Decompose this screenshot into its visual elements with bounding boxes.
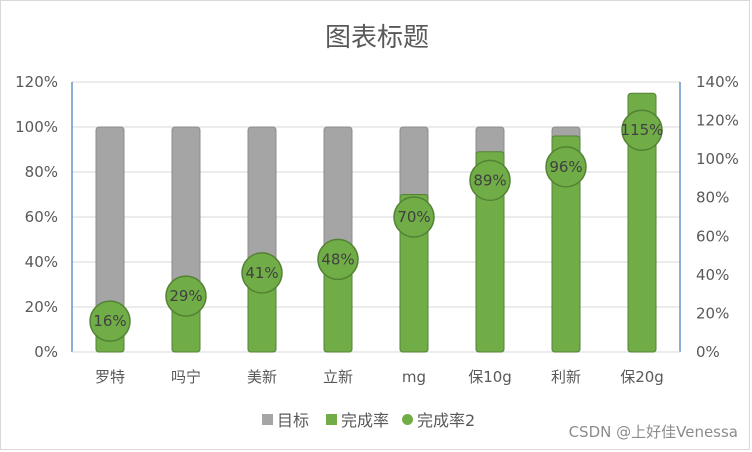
- completion-marker: [469, 159, 511, 202]
- data-label: 96%: [549, 158, 582, 176]
- x-category-label: 美新: [247, 368, 277, 386]
- completion-marker: [241, 252, 283, 294]
- legend-swatch: [402, 414, 413, 425]
- x-category-label: 保20g: [620, 368, 664, 386]
- data-label: 70%: [397, 208, 430, 226]
- completion-marker: [317, 238, 359, 281]
- completion-bar: [627, 92, 657, 353]
- completion-bar: [551, 135, 581, 353]
- completion-marker: [621, 109, 663, 151]
- y-right-tick-label: 100%: [696, 150, 739, 168]
- y-right-tick-label: 120%: [696, 112, 739, 130]
- y-left-tick-label: 80%: [25, 163, 58, 181]
- y-right-tick-label: 60%: [696, 227, 729, 245]
- legend-swatch: [262, 414, 273, 425]
- y-left-tick-label: 40%: [25, 253, 58, 271]
- x-category-label: 保10g: [468, 368, 512, 386]
- completion-marker: [89, 300, 131, 342]
- legend-label: 目标: [277, 411, 309, 430]
- x-category-label: 立新: [323, 368, 353, 386]
- y-left-tick-label: 60%: [25, 208, 58, 226]
- legend-label: 完成率2: [417, 411, 475, 430]
- x-category-label: 吗宁: [171, 368, 201, 386]
- data-label: 48%: [321, 250, 354, 268]
- y-right-tick-label: 20%: [696, 304, 729, 322]
- chart-title: 图表标题: [325, 23, 429, 53]
- y-right-tick-label: 140%: [696, 73, 739, 91]
- x-category-label: 利新: [551, 368, 581, 386]
- completion-bar: [475, 151, 505, 353]
- y-left-tick-label: 0%: [34, 343, 58, 361]
- completion-marker: [165, 275, 207, 317]
- y-right-tick-label: 40%: [696, 266, 729, 284]
- y-right-tick-label: 80%: [696, 189, 729, 207]
- data-label: 16%: [93, 312, 126, 330]
- completion-marker: [393, 196, 435, 238]
- y-left-tick-label: 20%: [25, 298, 58, 316]
- y-left-tick-label: 100%: [15, 118, 58, 136]
- completion-marker: [545, 146, 587, 188]
- data-label: 115%: [621, 121, 664, 139]
- data-label: 41%: [245, 264, 278, 282]
- legend-label: 完成率: [341, 411, 389, 430]
- data-label: 29%: [169, 287, 202, 305]
- legend: 目标 完成率 完成率2: [262, 411, 475, 430]
- y-right-tick-label: 0%: [696, 343, 720, 361]
- data-label: 89%: [473, 171, 506, 189]
- legend-swatch: [326, 414, 337, 425]
- x-category-label: mg: [402, 368, 426, 386]
- plot-area: 0% 20% 40% 60% 80% 100% 120% 0% 20% 40% 60% 80% 100%…: [15, 73, 739, 386]
- y-left-tick-label: 120%: [15, 73, 58, 91]
- x-category-label: 罗特: [95, 368, 125, 386]
- watermark: CSDN @上好佳Venessa: [568, 423, 738, 441]
